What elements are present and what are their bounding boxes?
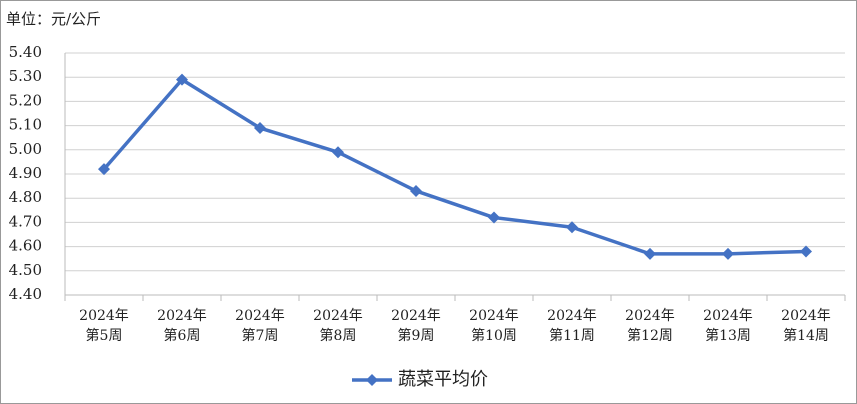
y-tick-label: 4.50 (9, 261, 42, 279)
point-marker (566, 221, 578, 234)
point-marker (254, 122, 266, 135)
x-tick-label: 2024年 第8周 (313, 308, 363, 344)
x-tick-label: 2024年 第14周 (781, 308, 831, 344)
y-tick-label: 5.00 (9, 140, 42, 158)
x-tick-label: 2024年 第11周 (547, 308, 597, 344)
unit-label: 单位：元/公斤 (6, 10, 101, 28)
y-tick-label: 5.40 (9, 43, 42, 61)
x-tick-label: 2024年 第5周 (79, 308, 129, 344)
y-tick-label: 5.30 (9, 67, 42, 85)
y-tick-label: 4.40 (9, 285, 42, 303)
point-marker (176, 73, 188, 86)
point-marker (488, 211, 500, 224)
line-series (102, 77, 807, 256)
point-marker (800, 245, 812, 258)
point-marker (410, 184, 422, 197)
point-marker (722, 247, 734, 260)
y-tick-label: 5.10 (9, 116, 42, 134)
point-marker (98, 163, 110, 176)
point-marker (332, 146, 344, 159)
y-tick-label: 5.20 (9, 91, 42, 109)
x-tick-label: 2024年 第9周 (391, 308, 441, 344)
x-tick-label: 2024年 第10周 (469, 308, 519, 344)
y-tick-label: 4.90 (9, 164, 42, 182)
legend-marker (366, 374, 378, 386)
x-tick-label: 2024年 第13周 (703, 308, 753, 344)
y-tick-label: 4.80 (9, 188, 42, 206)
point-marker (644, 247, 656, 260)
x-tick-label: 2024年 第12周 (625, 308, 675, 344)
legend-label: 蔬菜平均价 (398, 369, 488, 390)
y-tick-label: 4.70 (9, 212, 42, 230)
y-tick-label: 4.60 (9, 237, 42, 255)
x-tick-label: 2024年 第7周 (235, 308, 285, 344)
x-tick-label: 2024年 第6周 (157, 308, 207, 344)
